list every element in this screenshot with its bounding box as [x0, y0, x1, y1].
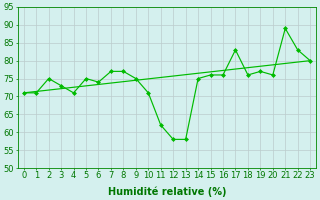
X-axis label: Humidité relative (%): Humidité relative (%) — [108, 186, 226, 197]
